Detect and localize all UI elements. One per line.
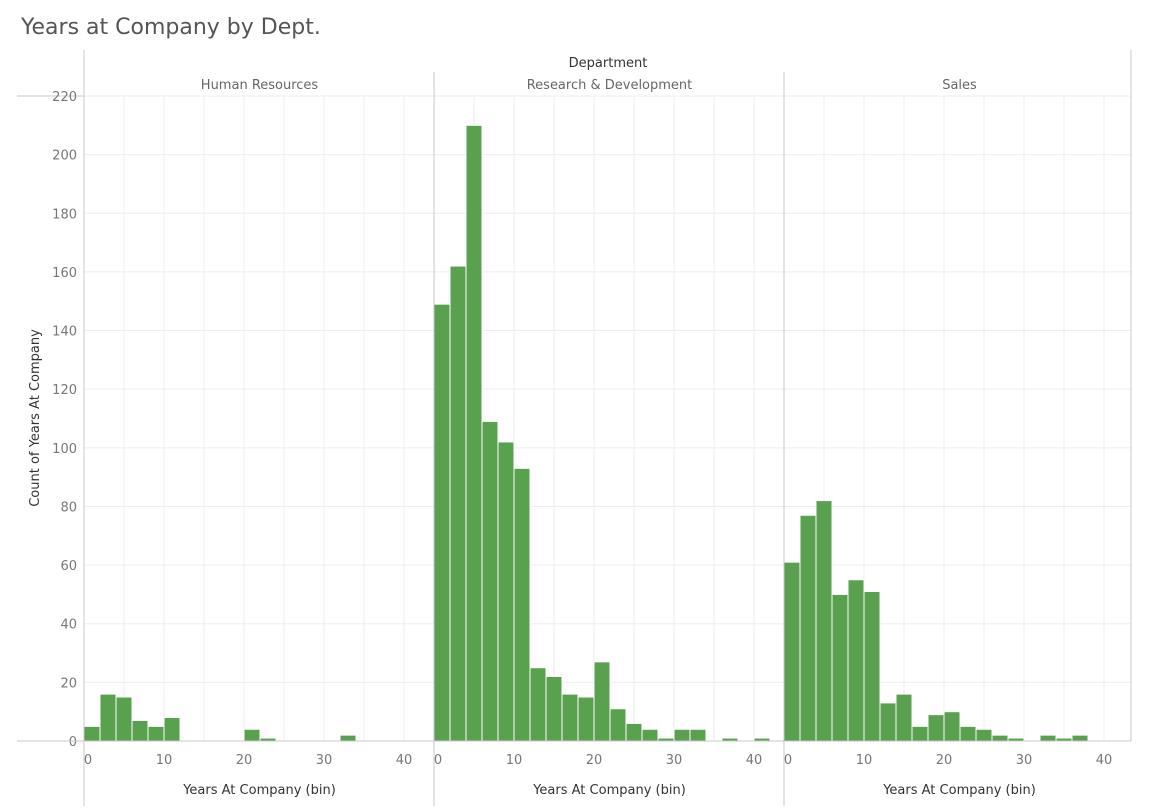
histogram-bar [497,441,515,742]
histogram-bar [147,725,165,742]
histogram-bar [465,124,483,742]
histogram-bar [131,719,149,742]
x-tick-label: 30 [666,753,683,768]
histogram-bar [609,708,627,742]
histogram-bar [449,265,467,742]
panel-header: Research & Development [527,78,693,93]
histogram-bar [577,696,595,742]
y-tick-label: 160 [52,266,77,281]
panel-header: Human Resources [201,78,319,93]
histogram-bar [115,696,133,742]
x-tick-label: 10 [156,753,173,768]
y-tick-label: 60 [60,559,77,574]
histogram-bar [959,725,977,742]
y-tick-label: 120 [52,383,77,398]
column-header: Department [569,56,648,71]
x-tick-label: 30 [1016,753,1033,768]
histogram-bar [1071,734,1089,742]
histogram-bar [815,500,833,742]
histogram-bar [991,734,1009,742]
histogram-bar [529,667,547,742]
y-tick-label: 80 [60,500,77,515]
histogram-bar [433,303,451,742]
x-tick-label: 20 [586,753,603,768]
y-tick-label: 180 [52,207,77,222]
histogram-bar [879,702,897,742]
histogram-bar [911,725,929,742]
histogram-bar [927,714,945,742]
histogram-bar [943,711,961,742]
histogram-bar [99,693,117,742]
histogram-bar [243,728,261,742]
histogram-bar [513,467,531,742]
x-axis-title: Years At Company (bin) [532,783,686,798]
x-tick-label: 20 [936,753,953,768]
x-tick-label: 10 [856,753,873,768]
x-tick-label: 40 [746,753,763,768]
y-tick-label: 140 [52,325,77,340]
y-tick-label: 0 [69,735,77,750]
histogram-bar [1039,734,1057,742]
x-tick-label: 40 [396,753,413,768]
histogram-bar [689,728,707,742]
y-axis-title: Count of Years At Company [28,329,43,507]
histogram-bar [799,514,817,742]
y-tick-label: 200 [52,149,77,164]
histogram-bar [545,676,563,742]
histogram-bar [481,420,499,742]
histogram-bar [975,728,993,742]
histogram-bar [673,728,691,742]
y-tick-label: 220 [52,90,77,105]
histogram-bar [83,725,101,742]
x-axis-title: Years At Company (bin) [882,783,1036,798]
histogram-bar [895,693,913,742]
histogram-bar [593,661,611,742]
histogram-bar [847,579,865,742]
x-tick-label: 0 [784,753,792,768]
y-tick-label: 40 [60,618,77,633]
y-tick-label: 100 [52,442,77,457]
y-tick-label: 20 [60,676,77,691]
histogram-bar [625,722,643,742]
panel-header: Sales [942,78,977,93]
x-tick-label: 40 [1096,753,1113,768]
chart-title: Years at Company by Dept. [20,15,321,40]
x-tick-label: 20 [236,753,253,768]
histogram-bar [561,693,579,742]
x-tick-label: 0 [434,753,442,768]
histogram-bar [831,593,849,742]
histogram-bar [783,561,801,742]
x-tick-label: 30 [316,753,333,768]
x-tick-label: 10 [506,753,523,768]
histogram-bar [641,728,659,742]
x-tick-label: 0 [84,753,92,768]
histogram-bar [163,717,181,742]
histogram-bar [339,734,357,742]
histogram-bar [863,590,881,742]
x-axis-title: Years At Company (bin) [182,783,336,798]
